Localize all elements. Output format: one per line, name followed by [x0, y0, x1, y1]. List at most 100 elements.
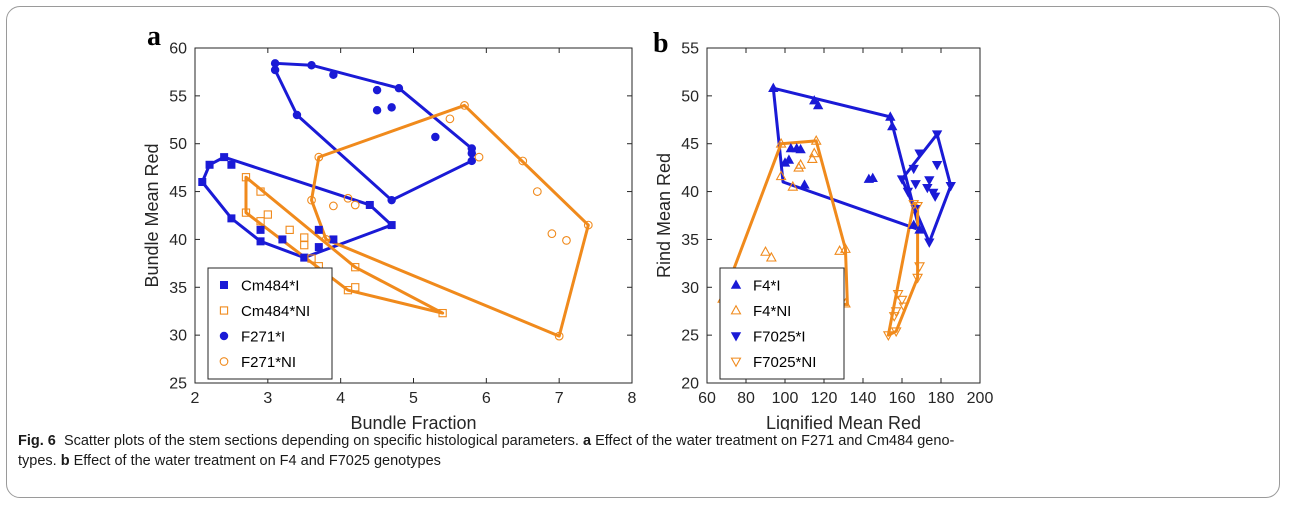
legend-marker [219, 331, 229, 341]
legend-marker [730, 357, 742, 368]
data-point-cm484-ni [256, 217, 265, 226]
data-point-f7025-ni [892, 290, 904, 300]
y-tick-label: 30 [681, 280, 699, 297]
caption-line-1: Fig. 6 Scatter plots of the stem section… [18, 431, 1268, 451]
data-point-f4-i [885, 111, 896, 121]
data-point-f7025-i [931, 130, 943, 140]
data-point-f7025-ni [890, 307, 902, 318]
data-point-f4-i [795, 143, 806, 154]
legend-marker [219, 357, 229, 366]
caption-b-label: b [60, 453, 70, 469]
legend-marker [219, 306, 229, 315]
caption-a-label: a [583, 433, 592, 449]
data-point-cm484-ni [307, 254, 316, 263]
data-point-f271-i [467, 149, 476, 158]
data-point-f271-i [372, 105, 382, 115]
y-tick-label: 55 [169, 88, 187, 105]
data-point-cm484-i [314, 243, 323, 252]
data-point-f4-ni [775, 170, 787, 181]
data-point-f7025-i [924, 238, 935, 248]
data-point-cm484-i [365, 200, 374, 209]
data-point-cm484-ni [438, 308, 447, 318]
data-point-cm484-i [278, 235, 287, 244]
data-point-f271-i [292, 110, 302, 120]
data-point-f7025-i [902, 187, 914, 198]
data-point-f271-ni [307, 195, 316, 205]
caption-a-text: Effect of the water treatment on F271 an… [595, 433, 955, 449]
data-point-f271-ni [532, 187, 542, 196]
axes-box [706, 47, 981, 384]
data-point-f4-i [914, 224, 925, 234]
data-point-f7025-ni [912, 202, 924, 212]
x-tick-label: 6 [482, 390, 491, 407]
data-point-f271-ni [343, 193, 353, 203]
data-point-f4-i [783, 154, 795, 164]
data-point-f7025-i [922, 183, 933, 194]
y-tick-label: 50 [681, 88, 699, 105]
data-point-f4-i [768, 82, 779, 92]
data-point-cm484-i [227, 214, 236, 223]
x-tick-label: 180 [928, 390, 955, 407]
data-point-cm484-i [198, 177, 207, 186]
data-point-cm484-i [220, 153, 229, 162]
data-point-f271-i [394, 83, 404, 93]
legend-label: Cm484*NI [241, 303, 310, 320]
data-point-f271-ni [445, 114, 455, 124]
data-point-f271-i [387, 195, 396, 205]
x-tick-label: 160 [889, 390, 916, 407]
y-tick-label: 35 [169, 280, 187, 297]
legend-label: F271*NI [241, 354, 296, 371]
legend-marker [730, 279, 742, 289]
data-point-f271-ni [350, 200, 360, 210]
data-point-f271-ni [518, 156, 528, 166]
y-tick-label: 20 [681, 376, 699, 393]
panel-letter: a [147, 21, 161, 52]
panel-letter: b [653, 28, 669, 59]
data-point-f4-i [812, 99, 824, 110]
y-tick-label: 25 [681, 328, 699, 345]
data-point-cm484-ni [263, 210, 272, 219]
data-point-f4-ni [760, 246, 771, 256]
data-point-f7025-ni [898, 302, 910, 313]
data-point-cm484-i [300, 253, 309, 262]
data-point-cm484-i [256, 225, 265, 234]
data-layer [198, 59, 593, 341]
data-point-f271-ni [321, 235, 331, 244]
legend-label: F4*NI [753, 303, 791, 320]
legend-marker [730, 304, 742, 315]
data-point-cm484-ni [285, 225, 294, 235]
data-point-f4-ni [808, 147, 820, 158]
data-point-cm484-ni [241, 173, 251, 182]
x-tick-label: 120 [811, 390, 838, 407]
y-tick-label: 50 [169, 136, 187, 153]
y-axis-label: Rind Mean Red [654, 153, 674, 278]
x-tick-label: 140 [850, 390, 877, 407]
legend-marker [730, 332, 742, 342]
legend-label: F7025*NI [753, 354, 816, 371]
data-point-f7025-i [945, 182, 956, 192]
x-axis-label: Lignified Mean Red [766, 413, 921, 430]
hull-f4-i [771, 86, 922, 232]
data-point-f4-ni [795, 158, 807, 169]
data-point-f271-ni [547, 229, 557, 239]
legend-label: F7025*I [753, 329, 806, 346]
x-tick-label: 5 [409, 390, 418, 407]
caption-line2-start: types. [18, 453, 57, 469]
data-point-cm484-i [387, 221, 396, 230]
hull-f271-i [273, 61, 474, 202]
data-point-f4-i [908, 219, 919, 229]
data-point-f271-ni [583, 220, 593, 230]
data-point-f7025-ni [912, 273, 924, 284]
data-point-f7025-ni [908, 200, 920, 210]
data-point-f271-i [307, 61, 316, 70]
hull-cm484-ni [244, 175, 445, 315]
data-point-f271-ni [562, 236, 571, 245]
data-point-cm484-i [314, 225, 323, 234]
caption-b-text: Effect of the water treatment on F4 and … [73, 453, 441, 469]
x-tick-label: 100 [772, 390, 799, 407]
y-tick-label: 45 [169, 184, 187, 201]
data-point-f271-i [387, 103, 396, 112]
x-tick-label: 2 [191, 390, 200, 407]
